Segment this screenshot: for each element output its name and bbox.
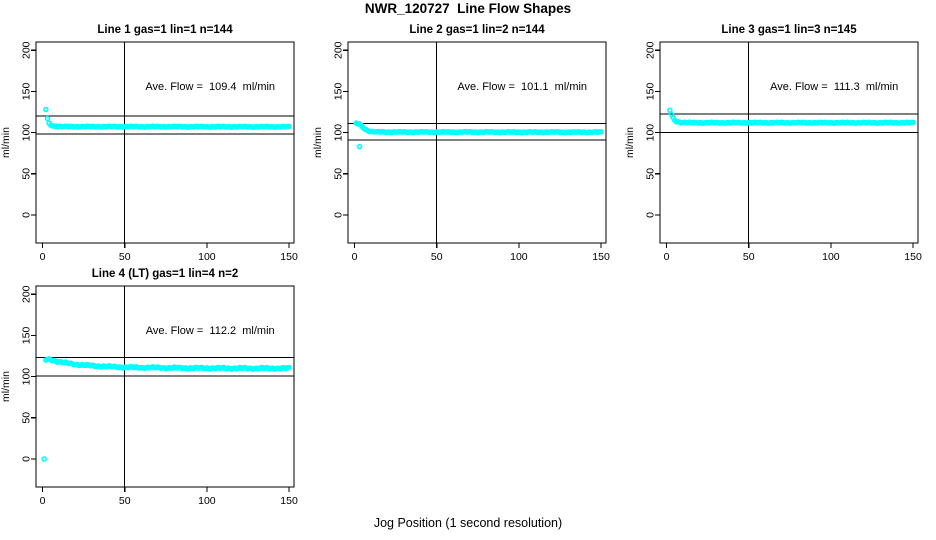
x-tick-label: 150 bbox=[280, 495, 298, 507]
data-point-start bbox=[667, 107, 673, 114]
y-axis-title: ml/min bbox=[624, 127, 636, 158]
x-tick-label: 50 bbox=[119, 495, 131, 507]
x-tick-label: 100 bbox=[510, 251, 528, 263]
chart-panel-line-2: 0 50 100 150 0 50 100 150 200 ml/min Line 2 gas=1 … bbox=[312, 24, 610, 263]
y-tick-label: 200 bbox=[333, 41, 345, 59]
data-points bbox=[43, 106, 292, 131]
figure-title: NWR_120727 Line Flow Shapes bbox=[364, 1, 572, 16]
y-tick-label: 50 bbox=[645, 168, 657, 180]
y-tick-label: 50 bbox=[333, 168, 345, 180]
y-tick-label: 150 bbox=[645, 83, 657, 101]
x-tick-label: 0 bbox=[664, 251, 670, 263]
y-tick-label: 100 bbox=[333, 124, 345, 142]
y-tick-label: 100 bbox=[21, 368, 33, 386]
chart-panel-line-4: 0 50 100 150 0 50 100 150 200 ml/min Line 4 (LT) g… bbox=[0, 268, 298, 507]
chart-panel-line-1: 0 50 100 150 0 50 100 150 200 ml/min Line 1 gas=1 … bbox=[0, 24, 298, 263]
reference-lines bbox=[36, 42, 294, 243]
data-point-outlier bbox=[356, 143, 363, 150]
y-tick-label: 100 bbox=[21, 124, 33, 142]
y-axis-title: ml/min bbox=[0, 371, 12, 402]
y-tick-label: 100 bbox=[645, 124, 657, 142]
x-axis: 0 50 100 150 bbox=[664, 243, 922, 263]
x-tick-label: 100 bbox=[822, 251, 840, 263]
reference-lines bbox=[36, 286, 294, 487]
x-axis: 0 50 100 150 bbox=[352, 243, 610, 263]
x-tick-label: 50 bbox=[743, 251, 755, 263]
x-tick-label: 0 bbox=[40, 495, 46, 507]
data-points bbox=[353, 120, 604, 150]
plot-box bbox=[35, 41, 295, 244]
plot-box bbox=[35, 285, 295, 488]
reference-lines bbox=[348, 42, 606, 243]
x-tick-label: 0 bbox=[40, 251, 46, 263]
ave-flow-annotation: Ave. Flow = 112.2 ml/min bbox=[146, 325, 275, 337]
data-point bbox=[910, 119, 916, 126]
x-tick-label: 150 bbox=[280, 251, 298, 263]
x-axis-label: Jog Position (1 second resolution) bbox=[373, 516, 563, 530]
y-axis: 0 50 100 150 200 bbox=[21, 285, 36, 462]
y-tick-label: 200 bbox=[645, 41, 657, 59]
x-tick-label: 50 bbox=[119, 251, 131, 263]
panel-title: Line 4 (LT) gas=1 lin=4 n=2 bbox=[92, 268, 238, 280]
y-tick-label: 200 bbox=[21, 285, 33, 303]
x-tick-label: 50 bbox=[431, 251, 443, 263]
reference-lines bbox=[660, 42, 918, 243]
y-axis-title: ml/min bbox=[0, 127, 12, 158]
data-points bbox=[667, 107, 916, 127]
x-tick-label: 150 bbox=[904, 251, 922, 263]
data-point bbox=[598, 129, 604, 135]
y-tick-label: 200 bbox=[21, 41, 33, 59]
x-tick-label: 150 bbox=[592, 251, 610, 263]
y-axis-title: ml/min bbox=[312, 127, 324, 158]
x-axis: 0 50 100 150 bbox=[40, 487, 298, 507]
panel-title: Line 2 gas=1 lin=2 n=144 bbox=[409, 24, 545, 36]
y-tick-label: 50 bbox=[21, 412, 33, 424]
data-point bbox=[286, 364, 292, 371]
plot-box bbox=[659, 41, 919, 244]
data-point bbox=[286, 123, 292, 130]
panel-title: Line 3 gas=1 lin=3 n=145 bbox=[721, 24, 857, 36]
y-tick-label: 150 bbox=[21, 83, 33, 101]
chart-panel-line-3: 0 50 100 150 0 50 100 150 200 ml/min Line 3 gas=1 … bbox=[624, 24, 922, 263]
x-tick-label: 0 bbox=[352, 251, 358, 263]
ave-flow-annotation: Ave. Flow = 101.1 ml/min bbox=[457, 81, 587, 93]
y-axis: 0 50 100 150 200 bbox=[645, 41, 660, 218]
data-point bbox=[44, 115, 51, 122]
data-point-outlier bbox=[41, 456, 48, 462]
y-tick-label: 0 bbox=[645, 212, 657, 218]
y-tick-label: 150 bbox=[21, 327, 33, 345]
panel-title: Line 1 gas=1 lin=1 n=144 bbox=[97, 24, 233, 36]
y-tick-label: 0 bbox=[21, 456, 33, 462]
y-tick-label: 0 bbox=[21, 212, 33, 218]
plot-box bbox=[347, 41, 607, 244]
ave-flow-annotation: Ave. Flow = 111.3 ml/min bbox=[770, 81, 898, 93]
y-axis: 0 50 100 150 200 bbox=[21, 41, 36, 218]
y-tick-label: 0 bbox=[333, 212, 345, 218]
x-tick-label: 100 bbox=[198, 495, 216, 507]
ave-flow-annotation: Ave. Flow = 109.4 ml/min bbox=[145, 81, 275, 93]
data-point-start bbox=[43, 106, 49, 113]
x-tick-label: 100 bbox=[198, 251, 216, 263]
x-axis: 0 50 100 150 bbox=[40, 243, 298, 263]
y-axis: 0 50 100 150 200 bbox=[333, 41, 348, 218]
data-points bbox=[41, 356, 292, 462]
y-tick-label: 50 bbox=[21, 168, 33, 180]
y-tick-label: 150 bbox=[333, 83, 345, 101]
